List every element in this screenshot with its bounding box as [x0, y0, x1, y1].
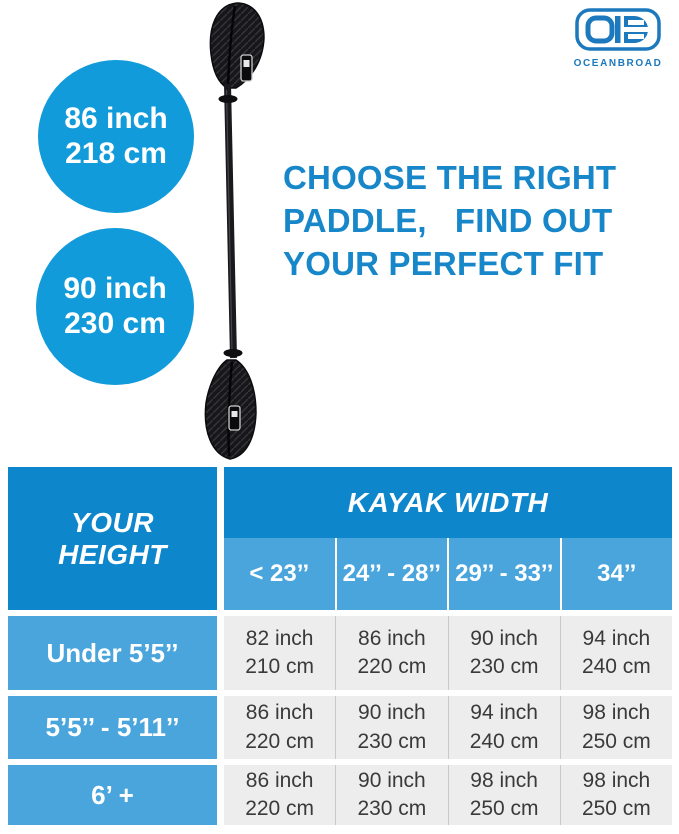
row-divider	[8, 690, 672, 696]
paddle-brand-sticker	[228, 405, 241, 431]
row-header-height-1: Under 5’5’’	[8, 616, 217, 690]
column-gutter	[217, 616, 224, 690]
badge-length-inch: 86 inch	[64, 101, 168, 135]
table-corner-header: YOUR HEIGHT	[8, 467, 217, 610]
kayak-paddle-image	[204, 2, 265, 460]
badge-length-cm: 230 cm	[64, 306, 166, 340]
table-cell: 98 inch 250 cm	[447, 765, 560, 825]
column-header-width-2: 24’’ - 28’’	[336, 538, 447, 610]
length-badge-90-inch: 90 inch 230 cm	[36, 228, 194, 385]
row-header-height-3: 6’ +	[8, 765, 217, 825]
table-cell: 90 inch 230 cm	[447, 616, 560, 690]
headline: CHOOSE THE RIGHT PADDLE, FIND OUT YOUR P…	[283, 159, 617, 283]
table-row: Under 5’5’’ 82 inch 210 cm 86 inch 220 c…	[8, 616, 672, 690]
column-gutter	[217, 765, 224, 825]
table-row: 6’ + 86 inch 220 cm 90 inch 230 cm 98 in…	[8, 765, 672, 825]
table-cell: 94 inch 240 cm	[559, 616, 672, 690]
table-header-band: YOUR HEIGHT KAYAK WIDTH < 23’’ 24’’ - 28…	[8, 467, 672, 610]
brand-logo-text: OCEANBROAD	[573, 58, 663, 69]
brand-logo: OCEANBROAD	[568, 8, 668, 69]
column-gutter	[217, 467, 224, 610]
paddle-shaft	[224, 83, 237, 359]
column-header-width-3: 29’’ - 33’’	[449, 538, 560, 610]
table-cell: 94 inch 240 cm	[447, 696, 560, 759]
drip-ring-top	[218, 95, 238, 103]
paddle-top-blade	[209, 2, 265, 89]
drip-ring-bottom	[223, 349, 243, 357]
table-group-header: KAYAK WIDTH	[224, 467, 672, 538]
badge-length-inch: 90 inch	[63, 271, 167, 305]
table-cell: 82 inch 210 cm	[245, 626, 315, 678]
brand-logo-icon	[575, 8, 661, 51]
table-subheader-row: < 23’’ 24’’ - 28’’ 29’’ - 33’’ 34’’	[224, 538, 672, 610]
column-header-width-4: 34’’	[561, 538, 672, 610]
table-row: 5’5’’ - 5’11’’ 86 inch 220 cm 90 inch 23…	[8, 696, 672, 759]
column-header-width-1: < 23’’	[224, 538, 335, 610]
table-cell: 86 inch 220 cm	[245, 768, 315, 820]
column-gutter	[217, 696, 224, 759]
table-cell: 98 inch 250 cm	[559, 696, 672, 759]
table-cell: 86 inch 220 cm	[335, 616, 447, 690]
size-chart-table: YOUR HEIGHT KAYAK WIDTH < 23’’ 24’’ - 28…	[8, 467, 672, 825]
table-cell: 98 inch 250 cm	[559, 765, 672, 825]
row-header-height-2: 5’5’’ - 5’11’’	[8, 696, 217, 759]
table-cell: 90 inch 230 cm	[335, 765, 447, 825]
badge-length-cm: 218 cm	[65, 136, 167, 170]
table-cell: 90 inch 230 cm	[335, 696, 447, 759]
row-divider	[8, 759, 672, 765]
length-badge-86-inch: 86 inch 218 cm	[38, 60, 194, 213]
row-divider	[8, 610, 672, 616]
paddle-brand-sticker	[240, 54, 253, 82]
table-cell: 86 inch 220 cm	[245, 701, 315, 753]
